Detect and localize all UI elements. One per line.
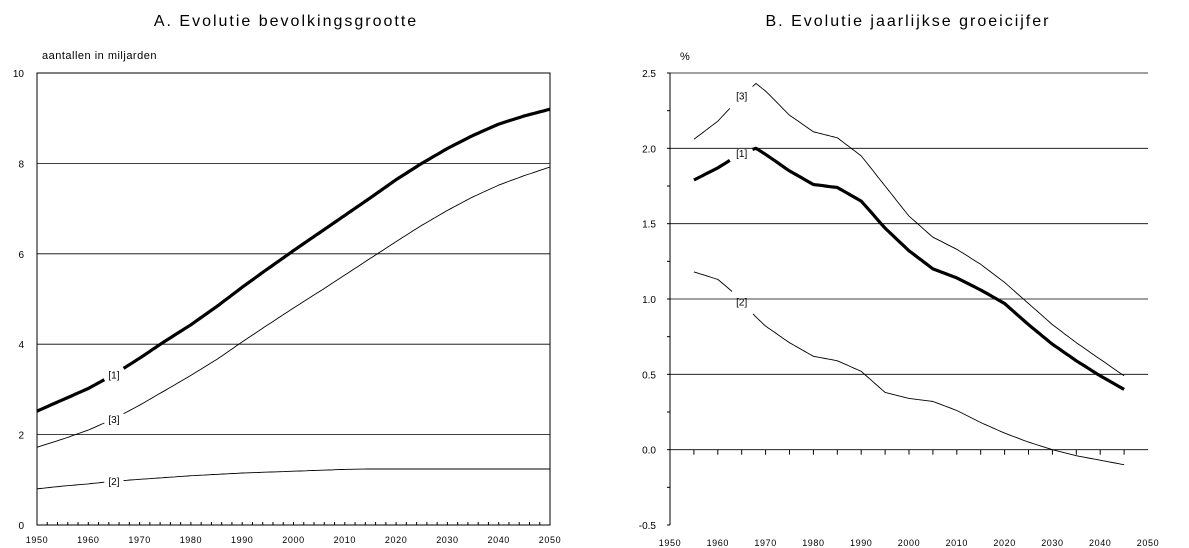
x-tick-label: 1990 bbox=[231, 535, 253, 545]
y-tick-label: 1.5 bbox=[642, 220, 656, 231]
x-tick-label: 2040 bbox=[1089, 538, 1111, 548]
y-tick-label: 0.5 bbox=[642, 370, 656, 381]
y-tick-label: -0.5 bbox=[639, 521, 657, 532]
x-tick-label: 1960 bbox=[707, 538, 729, 548]
chart-b-y-ticks: -0.5 0.0 0.5 1.0 1.5 2.0 2.5 bbox=[639, 69, 657, 532]
series-1: [3] bbox=[36, 166, 551, 448]
y-tick-label: 4 bbox=[18, 340, 24, 351]
series-label: [2] bbox=[736, 298, 747, 309]
series-line bbox=[36, 481, 105, 490]
series-line bbox=[752, 83, 1125, 377]
chart-b-x-ticks: 1950 1960 1970 1980 1990 2000 2010 2020 2030 2040… bbox=[659, 538, 1159, 548]
x-tick-label: 1950 bbox=[26, 535, 48, 545]
y-tick-label: 2 bbox=[18, 431, 24, 442]
x-tick-label: 1950 bbox=[659, 538, 681, 548]
chart-a-series: [1] [3] [2] bbox=[36, 107, 551, 490]
x-tick-label: 2030 bbox=[1041, 538, 1063, 548]
x-tick-label: 1990 bbox=[850, 538, 872, 548]
x-tick-label: 2000 bbox=[282, 535, 304, 545]
y-tick-label: 6 bbox=[18, 250, 24, 261]
x-tick-label: 1970 bbox=[754, 538, 776, 548]
x-tick-label: 2010 bbox=[946, 538, 968, 548]
chart-a: A. Evolutie bevolkingsgrootte aantallen … bbox=[13, 13, 561, 545]
y-tick-label: 2.0 bbox=[642, 144, 656, 155]
series-0: [1] bbox=[36, 107, 551, 413]
x-tick-label: 2020 bbox=[993, 538, 1015, 548]
chart-a-x-ticks: 1950 1960 1970 1980 1990 2000 2010 2020 2030 2040… bbox=[26, 535, 561, 545]
chart-a-unit-label: aantallen in miljarden bbox=[42, 50, 157, 62]
x-tick-label: 1970 bbox=[128, 535, 150, 545]
series-line bbox=[36, 422, 105, 448]
series-line bbox=[36, 378, 106, 413]
x-tick-label: 2050 bbox=[539, 535, 561, 545]
series-1: [1] bbox=[693, 146, 1125, 391]
series-2: [2] bbox=[693, 271, 1125, 466]
chart-b-series: [3] [1] [2] bbox=[693, 83, 1125, 466]
series-line bbox=[123, 468, 550, 481]
y-tick-label: 1.0 bbox=[642, 295, 656, 306]
x-tick-label: 1960 bbox=[77, 535, 99, 545]
chart-a-y-ticks: 0 2 4 6 8 10 bbox=[13, 69, 25, 532]
series-line bbox=[123, 166, 551, 415]
y-tick-label: 8 bbox=[18, 159, 24, 170]
chart-b: B. Evolutie jaarlijkse groeicijfer % -0.… bbox=[639, 13, 1159, 548]
chart-b-grid bbox=[667, 72, 1148, 526]
x-tick-label: 2000 bbox=[898, 538, 920, 548]
series-label: [3] bbox=[736, 92, 747, 103]
series-line bbox=[693, 271, 733, 292]
series-line bbox=[693, 159, 731, 182]
series-label: [1] bbox=[108, 370, 119, 381]
chart-a-grid bbox=[37, 162, 550, 525]
y-tick-label: 0.0 bbox=[642, 446, 656, 457]
x-tick-label: 1980 bbox=[802, 538, 824, 548]
x-tick-label: 2050 bbox=[1137, 538, 1159, 548]
y-tick-label: 2.5 bbox=[642, 69, 656, 80]
y-tick-label: 10 bbox=[13, 69, 25, 80]
series-line bbox=[751, 146, 1125, 391]
series-line bbox=[122, 107, 551, 370]
series-label: [2] bbox=[108, 477, 119, 488]
x-tick-label: 1980 bbox=[180, 535, 202, 545]
x-tick-label: 2040 bbox=[487, 535, 509, 545]
x-tick-label: 2010 bbox=[334, 535, 356, 545]
chart-a-title: A. Evolutie bevolkingsgrootte bbox=[154, 13, 418, 30]
chart-b-unit-label: % bbox=[680, 51, 690, 63]
series-label: [1] bbox=[736, 149, 747, 160]
chart-b-title: B. Evolutie jaarlijkse groeicijfer bbox=[766, 13, 1051, 30]
series-label: [3] bbox=[108, 415, 119, 426]
x-tick-label: 2030 bbox=[436, 535, 458, 545]
x-tick-label: 2020 bbox=[385, 535, 407, 545]
y-tick-label: 0 bbox=[18, 521, 24, 532]
series-2: [2] bbox=[36, 468, 550, 490]
series-line bbox=[693, 108, 731, 140]
series-0: [3] bbox=[693, 83, 1125, 377]
series-line bbox=[752, 313, 1125, 466]
chart-a-plot-frame bbox=[36, 72, 551, 526]
